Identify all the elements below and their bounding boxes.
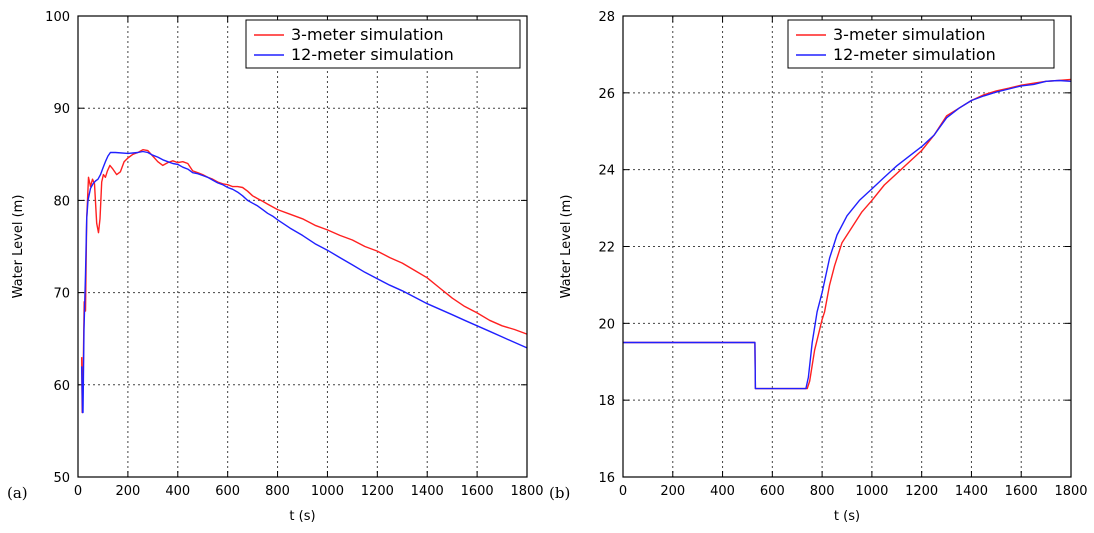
x-tick-label: 1000 [855,484,888,499]
series-line-3m [623,78,1072,390]
x-tick-label: 1200 [361,484,394,499]
y-tick-label: 60 [53,379,70,394]
plot-frame [622,15,1072,478]
y-tick-label: 80 [53,194,70,209]
y-tick-label: 18 [598,394,615,409]
x-tick-label: 600 [760,484,785,499]
y-tick-label: 90 [53,102,70,117]
y-tick-label: 24 [598,164,615,179]
x-tick-label: 1800 [1054,484,1087,499]
panel-label: (b) [549,484,570,502]
series-line-3m [81,149,528,414]
x-tick-label: 0 [619,484,627,499]
y-tick-label: 22 [598,241,615,256]
series-line-12m [81,150,528,414]
legend-box [245,19,521,69]
y-tick-label: 28 [598,10,615,25]
x-tick-label: 1400 [955,484,988,499]
x-tick-label: 0 [74,484,82,499]
x-tick-label: 1800 [510,484,543,499]
x-tick-label: 1400 [411,484,444,499]
x-tick-label: 1600 [1005,484,1038,499]
x-tick-label: 800 [810,484,835,499]
legend-label: 12-meter simulation [833,45,996,64]
y-axis-label: Water Level (m) [11,195,26,299]
x-tick-label: 600 [215,484,240,499]
x-tick-label: 400 [710,484,735,499]
x-tick-label: 800 [265,484,290,499]
legend-label: 12-meter simulation [291,45,454,64]
legend-label: 3-meter simulation [291,25,444,44]
plot-frame [77,15,528,478]
chart-panel-a: 0 200 400 600 800 1000 1200 1400 1600 1800 50 60 70 8… [7,10,544,524]
legend-box [787,19,1055,69]
y-tick-label: 70 [53,287,70,302]
panel-label: (a) [7,484,28,502]
y-tick-label: 16 [598,471,615,486]
legend-label: 3-meter simulation [833,25,986,44]
y-tick-label: 26 [598,87,615,102]
x-tick-label: 1600 [461,484,494,499]
y-axis-label: Water Level (m) [559,195,574,299]
x-axis-label: t (s) [834,509,860,524]
y-tick-label: 50 [53,471,70,486]
chart-panel-b: 0 200 400 600 800 1000 1200 1400 1600 1800 16 18 20 2… [549,10,1088,524]
x-tick-label: 400 [165,484,190,499]
y-tick-label: 100 [45,10,70,25]
x-tick-label: 200 [660,484,685,499]
series-line-12m [623,79,1072,390]
x-tick-label: 1200 [905,484,938,499]
x-axis-label: t (s) [289,509,315,524]
x-tick-label: 1000 [311,484,344,499]
x-tick-label: 200 [115,484,140,499]
y-tick-label: 20 [598,317,615,332]
